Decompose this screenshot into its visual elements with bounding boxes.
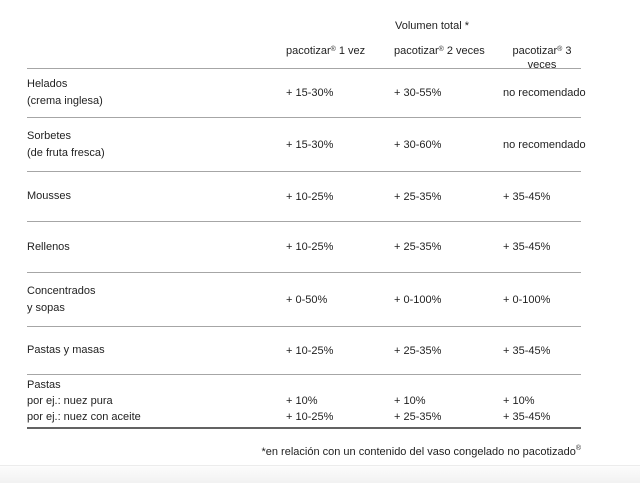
column-header-label-spacer bbox=[27, 44, 286, 72]
row-label-line: Mousses bbox=[27, 190, 72, 202]
row-label: Concentrados y sopas bbox=[27, 283, 286, 317]
table-row-pastas: Pastas por ej.: nuez pura por ej.: nuez … bbox=[27, 375, 581, 429]
value-3veces: + 35-45% bbox=[503, 241, 551, 253]
value-2veces: + 0-100% bbox=[394, 293, 442, 306]
row-label: Sorbetes (de fruta fresca) bbox=[27, 128, 286, 162]
value-1vez: + 10% + 10-25% bbox=[286, 377, 394, 425]
row-label: Rellenos bbox=[27, 239, 286, 256]
brand-text: pacotizar bbox=[286, 45, 331, 57]
value-line: + 10% bbox=[394, 395, 426, 407]
value-line: + 10-25% bbox=[286, 411, 334, 423]
value-2veces: + 25-35% bbox=[394, 190, 442, 203]
value-spacer bbox=[503, 377, 581, 393]
registered-mark: ® bbox=[330, 46, 336, 53]
column-suffix: 1 vez bbox=[335, 45, 366, 57]
table-row-sorbetes: Sorbetes (de fruta fresca) + 15-30% + 30… bbox=[27, 118, 586, 172]
table-row-rellenos: Rellenos + 10-25% + 25-35% + 35-45% bbox=[27, 222, 581, 273]
table-row-mousses: Mousses + 10-25% + 25-35% + 35-45% bbox=[27, 172, 581, 222]
value-spacer bbox=[394, 377, 503, 393]
column-header-pacotizar-2: pacotizar® 2 veces bbox=[394, 44, 503, 72]
value-1vez: + 10-25% bbox=[286, 241, 334, 253]
column-header-pacotizar-3: pacotizar® 3 veces bbox=[503, 44, 581, 72]
row-label: Pastas y masas bbox=[27, 342, 286, 359]
value-2veces: + 25-35% bbox=[394, 344, 442, 357]
value-1vez: + 15-30% bbox=[286, 87, 334, 99]
value-3veces: no recomendado bbox=[503, 87, 586, 99]
row-label-line: por ej.: nuez pura bbox=[27, 395, 113, 407]
value-line: + 35-45% bbox=[503, 411, 551, 423]
column-headers: pacotizar® 1 vez pacotizar® 2 veces paco… bbox=[27, 44, 581, 72]
row-label: Helados (crema inglesa) bbox=[27, 76, 286, 110]
value-line: + 25-35% bbox=[394, 411, 442, 423]
row-label-line: Sorbetes bbox=[27, 129, 72, 142]
table-row-helados: Helados (crema inglesa) + 15-30% + 30-55… bbox=[27, 69, 586, 118]
value-1vez: + 15-30% bbox=[286, 138, 334, 151]
value-3veces: + 10% + 35-45% bbox=[503, 377, 581, 425]
row-label-line: (crema inglesa) bbox=[27, 95, 103, 107]
value-3veces: no recomendado bbox=[503, 138, 586, 151]
row-label-line: Pastas bbox=[27, 379, 61, 391]
column-header-pacotizar-1: pacotizar® 1 vez bbox=[286, 44, 394, 72]
value-3veces: + 0-100% bbox=[503, 293, 551, 306]
table-row-pastas-y-masas: Pastas y masas + 10-25% + 25-35% + 35-45… bbox=[27, 327, 581, 375]
column-suffix: 3 veces bbox=[527, 45, 572, 71]
row-label-line: por ej.: nuez con aceite bbox=[27, 411, 141, 423]
row-label: Pastas por ej.: nuez pura por ej.: nuez … bbox=[27, 377, 286, 425]
registered-mark: ® bbox=[438, 46, 444, 53]
row-label-line: Rellenos bbox=[27, 240, 70, 253]
row-label-line: (de fruta fresca) bbox=[27, 146, 105, 159]
footnote-text: *en relación con un contenido del vaso c… bbox=[261, 446, 576, 458]
value-1vez: + 0-50% bbox=[286, 293, 328, 306]
registered-mark: ® bbox=[575, 445, 581, 452]
value-1vez: + 10-25% bbox=[286, 190, 334, 203]
value-2veces: + 30-60% bbox=[394, 138, 442, 151]
registered-mark: ® bbox=[557, 46, 563, 53]
volume-table: Volumen total * pacotizar® 1 vez pacotiz… bbox=[27, 0, 586, 429]
value-1vez: + 10-25% bbox=[286, 344, 334, 357]
row-label: Mousses bbox=[27, 188, 286, 205]
row-label-line: Helados bbox=[27, 78, 68, 90]
row-label-line: y sopas bbox=[27, 301, 65, 314]
brand-text: pacotizar bbox=[512, 45, 558, 57]
value-line: + 10% bbox=[503, 395, 535, 407]
value-2veces: + 30-55% bbox=[394, 87, 442, 99]
value-2veces: + 10% + 25-35% bbox=[394, 377, 503, 425]
value-2veces: + 25-35% bbox=[394, 241, 442, 253]
value-line: + 10% bbox=[286, 395, 318, 407]
value-3veces: + 35-45% bbox=[503, 190, 551, 203]
value-spacer bbox=[286, 377, 394, 393]
table-row-concentrados: Concentrados y sopas + 0-50% + 0-100% + … bbox=[27, 273, 581, 327]
row-label-line: Pastas y masas bbox=[27, 344, 105, 356]
column-suffix: 2 veces bbox=[443, 45, 485, 57]
table-title: Volumen total * bbox=[395, 20, 469, 32]
bottom-band bbox=[0, 465, 640, 483]
row-label-line: Concentrados bbox=[27, 284, 96, 297]
value-3veces: + 35-45% bbox=[503, 344, 551, 357]
brand-text: pacotizar bbox=[394, 45, 439, 57]
footnote: *en relación con un contenido del vaso c… bbox=[27, 445, 581, 458]
table-header: Volumen total * pacotizar® 1 vez pacotiz… bbox=[27, 0, 581, 72]
